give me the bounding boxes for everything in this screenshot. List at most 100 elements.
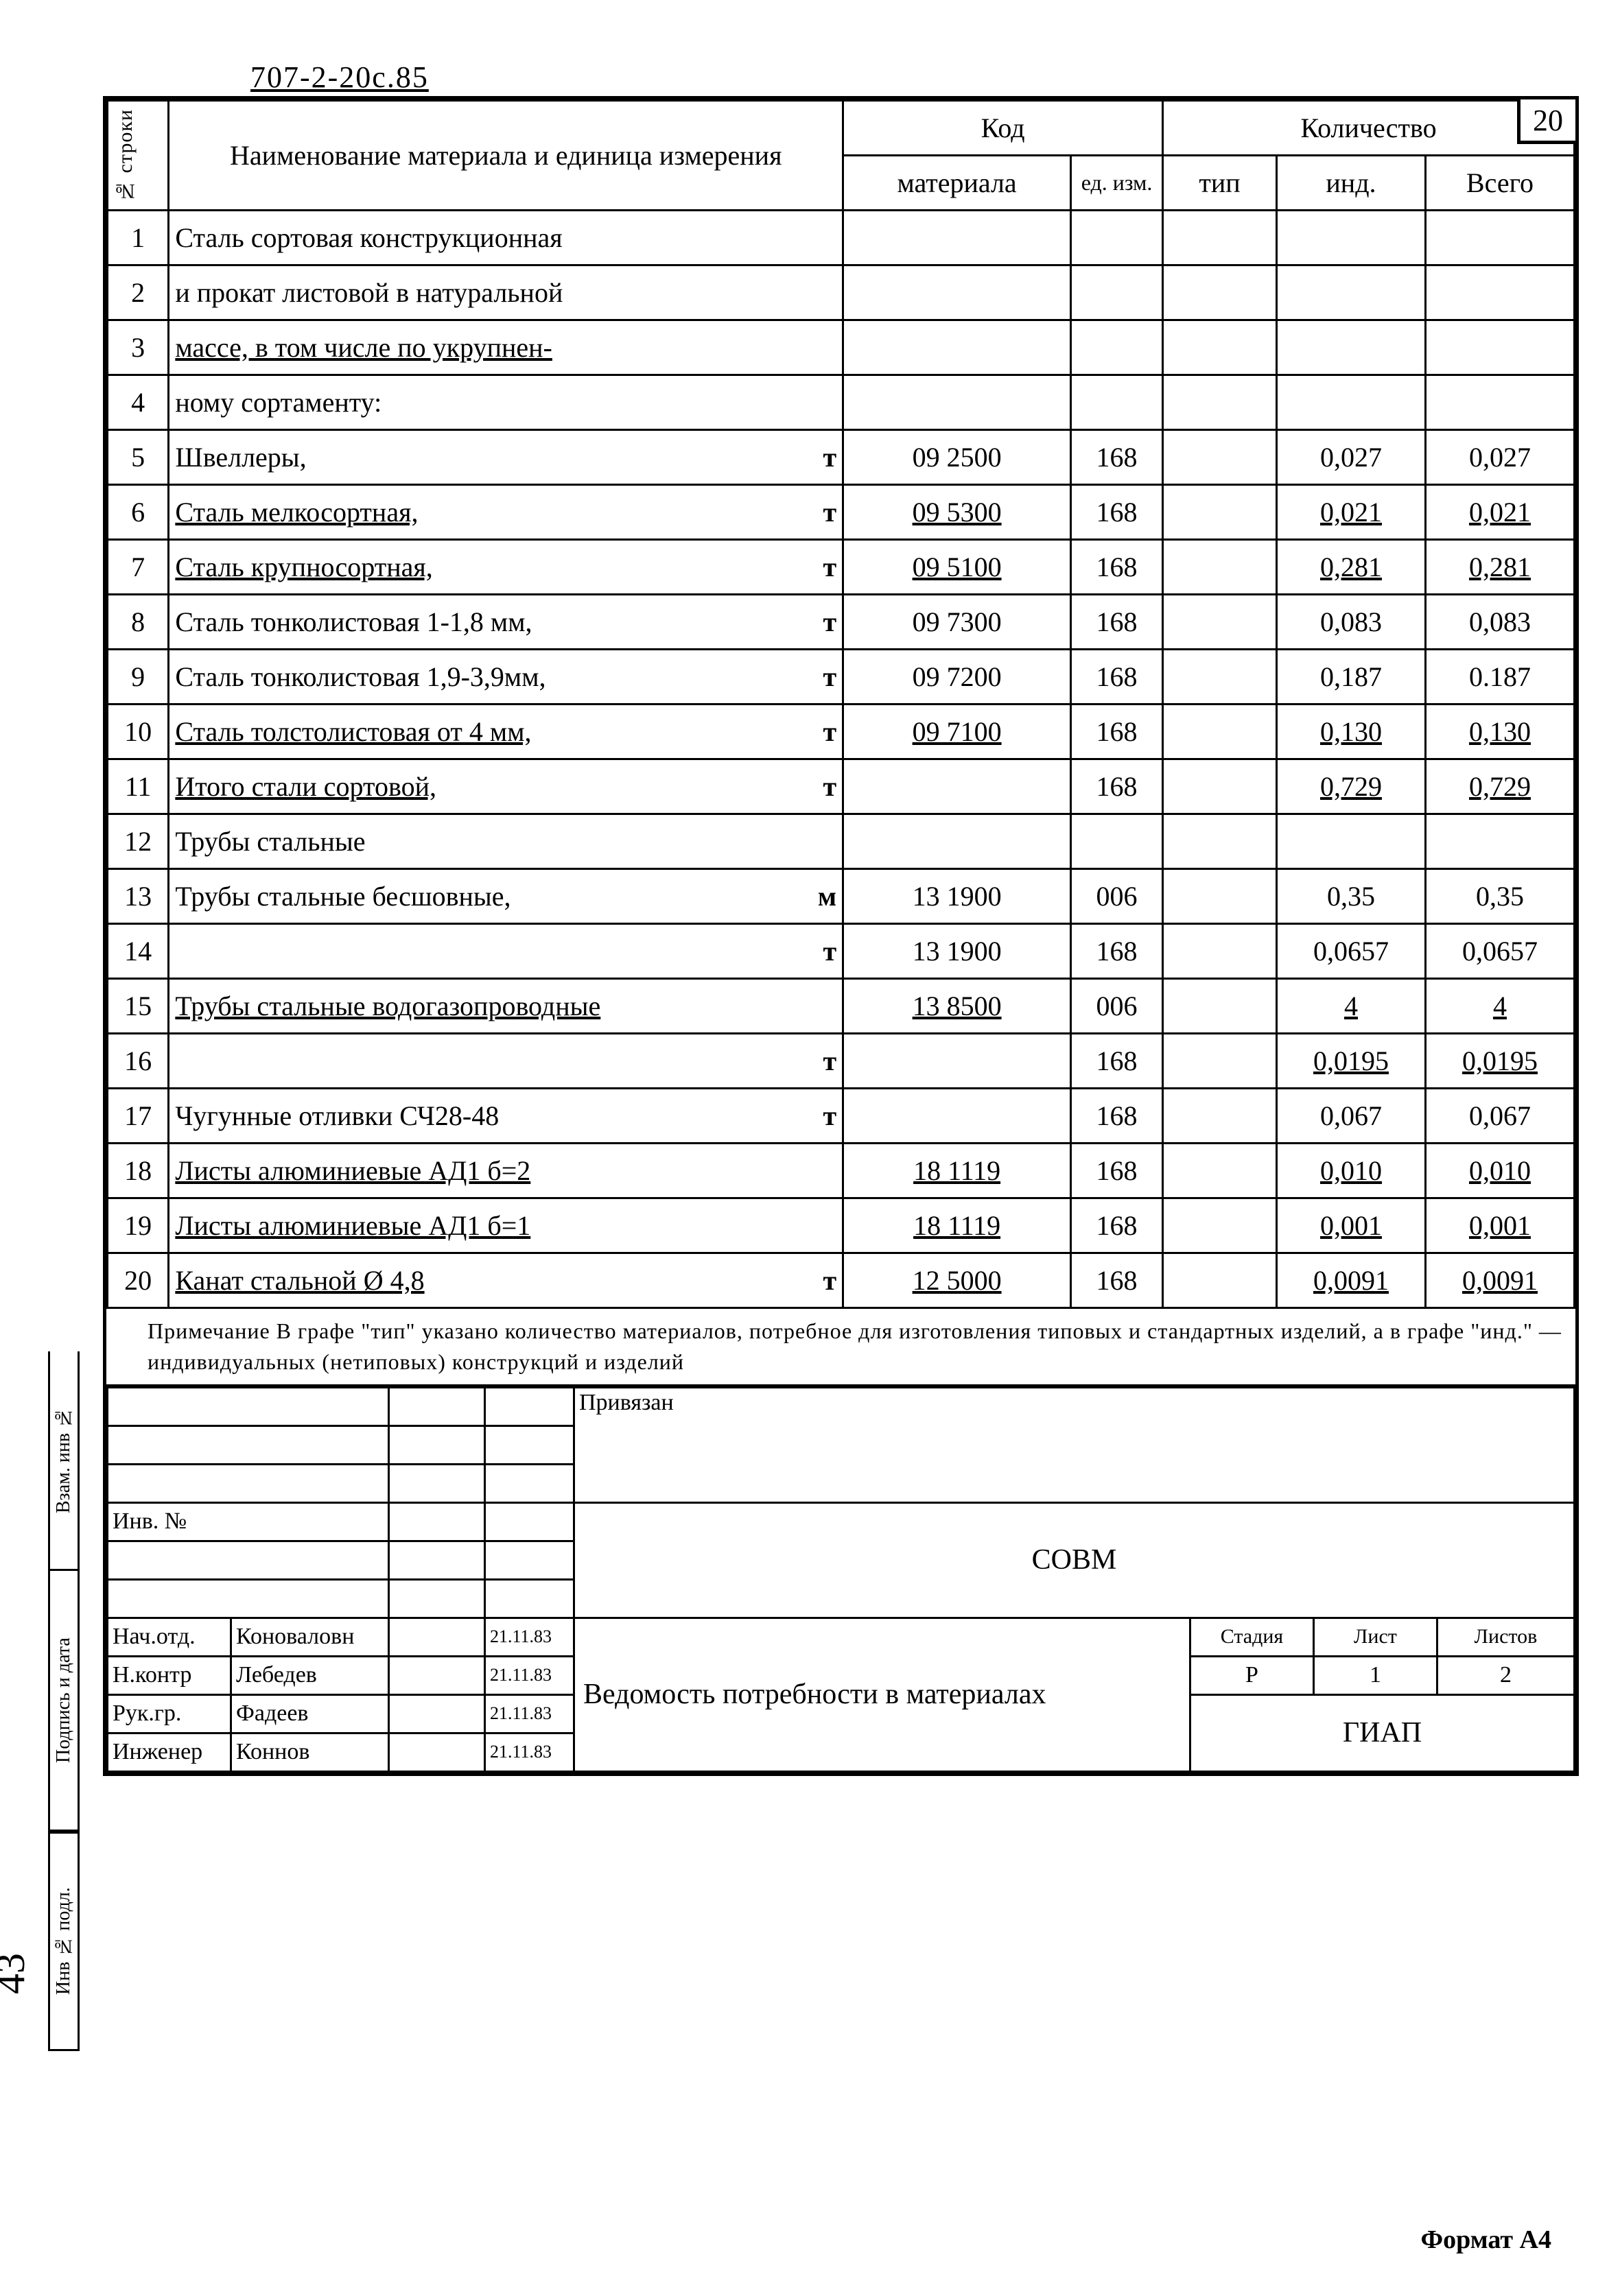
stamp-cell: [389, 1502, 485, 1541]
material-name: ному сортаменту:: [169, 375, 843, 430]
side-label-vzam: Взам. инв №: [48, 1351, 80, 1571]
row-number: 10: [108, 705, 169, 759]
material-name: т: [169, 924, 843, 979]
cell-total: 0,010: [1425, 1144, 1574, 1198]
stage-value: Р: [1190, 1656, 1313, 1694]
cell-mat: 09 7200: [843, 650, 1071, 705]
cell-type: [1163, 265, 1277, 320]
note: Примечание В графе "тип" указано количес…: [106, 1309, 1575, 1386]
header-matcode: материала: [843, 156, 1071, 211]
cell-type: [1163, 430, 1277, 485]
header-code: Код: [843, 101, 1163, 156]
row-number: 19: [108, 1198, 169, 1253]
material-name: массе, в том числе по укрупнен-: [169, 320, 843, 375]
stamp-cell: [108, 1464, 389, 1502]
stamp-cell: [108, 1579, 389, 1618]
material-name: т: [169, 1034, 843, 1089]
sheets-header: Листов: [1437, 1618, 1574, 1656]
material-name: Сталь сортовая конструкционная: [169, 211, 843, 265]
table-row: 10Сталь толстолистовая от 4 мм,т09 71001…: [108, 705, 1575, 759]
company-name: ГИАП: [1190, 1694, 1574, 1771]
side-labels: Взам. инв № Подпись и дата Инв № подл.: [48, 1351, 96, 2051]
cell-unit: [1071, 320, 1163, 375]
material-name: Трубы стальные водогазопроводные: [169, 979, 843, 1034]
document-number: 707-2-20с.85: [250, 60, 429, 95]
cell-ind: 0,35: [1276, 869, 1425, 924]
cell-ind: 0,027: [1276, 430, 1425, 485]
material-name: Чугунные отливки СЧ28-48т: [169, 1089, 843, 1144]
cell-ind: 0,067: [1276, 1089, 1425, 1144]
cell-type: [1163, 869, 1277, 924]
header-total: Всего: [1425, 156, 1574, 211]
cell-unit: 168: [1071, 1144, 1163, 1198]
cell-total: 0,0657: [1425, 924, 1574, 979]
row-number: 8: [108, 595, 169, 650]
cell-ind: 0,187: [1276, 650, 1425, 705]
cell-type: [1163, 1253, 1277, 1308]
table-row: 20Канат стальной Ø 4,8т12 50001680,00910…: [108, 1253, 1575, 1308]
cell-type: [1163, 320, 1277, 375]
cell-type: [1163, 595, 1277, 650]
signer-name: Коноваловн: [231, 1618, 389, 1656]
sheet-header: Лист: [1313, 1618, 1437, 1656]
cell-unit: [1071, 814, 1163, 869]
cell-unit: 168: [1071, 430, 1163, 485]
stamp-cell: [108, 1387, 389, 1425]
cell-total: 0,083: [1425, 595, 1574, 650]
header-name: Наименование материала и единица измерен…: [169, 101, 843, 211]
cell-ind: 0,021: [1276, 485, 1425, 540]
side-page-number: 43: [0, 1953, 34, 1994]
cell-ind: [1276, 211, 1425, 265]
signer-role: Инженер: [108, 1733, 231, 1771]
table-row: 11Итого стали сортовой,т1680,7290,729: [108, 759, 1575, 814]
cell-mat: 09 7100: [843, 705, 1071, 759]
cell-ind: 0,0657: [1276, 924, 1425, 979]
stamp-cell: [389, 1387, 485, 1425]
cell-type: [1163, 705, 1277, 759]
row-number: 14: [108, 924, 169, 979]
signer-sign: [389, 1733, 485, 1771]
cell-mat: [843, 814, 1071, 869]
row-number: 4: [108, 375, 169, 430]
cell-total: 0,35: [1425, 869, 1574, 924]
sheet-value: 1: [1313, 1656, 1437, 1694]
cell-total: 0,0195: [1425, 1034, 1574, 1089]
cell-ind: 0,010: [1276, 1144, 1425, 1198]
cell-unit: 168: [1071, 705, 1163, 759]
row-number: 18: [108, 1144, 169, 1198]
table-row: 13Трубы стальные бесшовные,м13 19000060,…: [108, 869, 1575, 924]
signer-date: 21.11.83: [485, 1618, 574, 1656]
row-number: 1: [108, 211, 169, 265]
cell-mat: 13 1900: [843, 924, 1071, 979]
table-row: 7Сталь крупносортная,т09 51001680,2810,2…: [108, 540, 1575, 595]
header-rownum: № строки: [108, 101, 169, 211]
stamp-cell: [485, 1387, 574, 1425]
material-name: Листы алюминиевые АД1 б=2: [169, 1144, 843, 1198]
table-row: 18Листы алюминиевые АД1 б=218 1119168 0,0…: [108, 1144, 1575, 1198]
stamp-privyazan: Привязан: [574, 1387, 1575, 1502]
row-number: 7: [108, 540, 169, 595]
cell-mat: 09 2500: [843, 430, 1071, 485]
stamp-cell: [389, 1579, 485, 1618]
page-number: 20: [1517, 96, 1579, 144]
signer-date: 21.11.83: [485, 1733, 574, 1771]
cell-total: [1425, 265, 1574, 320]
table-row: 19Листы алюминиевые АД1 б=118 11191680,0…: [108, 1198, 1575, 1253]
material-name: Листы алюминиевые АД1 б=1: [169, 1198, 843, 1253]
cell-mat: 18 1119: [843, 1144, 1071, 1198]
table-row: 9Сталь тонколистовая 1,9-3,9мм,т09 72001…: [108, 650, 1575, 705]
cell-unit: 168: [1071, 1034, 1163, 1089]
signer-name: Коннов: [231, 1733, 389, 1771]
material-name: Сталь толстолистовая от 4 мм,т: [169, 705, 843, 759]
table-row: 6Сталь мелкосортная,т09 53001680,0210,02…: [108, 485, 1575, 540]
materials-table: № строки Наименование материала и единиц…: [106, 99, 1575, 1309]
cell-type: [1163, 1089, 1277, 1144]
stamp-cell: [485, 1579, 574, 1618]
cell-type: [1163, 540, 1277, 595]
cell-unit: 006: [1071, 869, 1163, 924]
cell-ind: 0,729: [1276, 759, 1425, 814]
cell-ind: 0,0195: [1276, 1034, 1425, 1089]
stamp-cell: [108, 1541, 389, 1579]
stamp-cell: [389, 1425, 485, 1464]
material-name: Итого стали сортовой,т: [169, 759, 843, 814]
